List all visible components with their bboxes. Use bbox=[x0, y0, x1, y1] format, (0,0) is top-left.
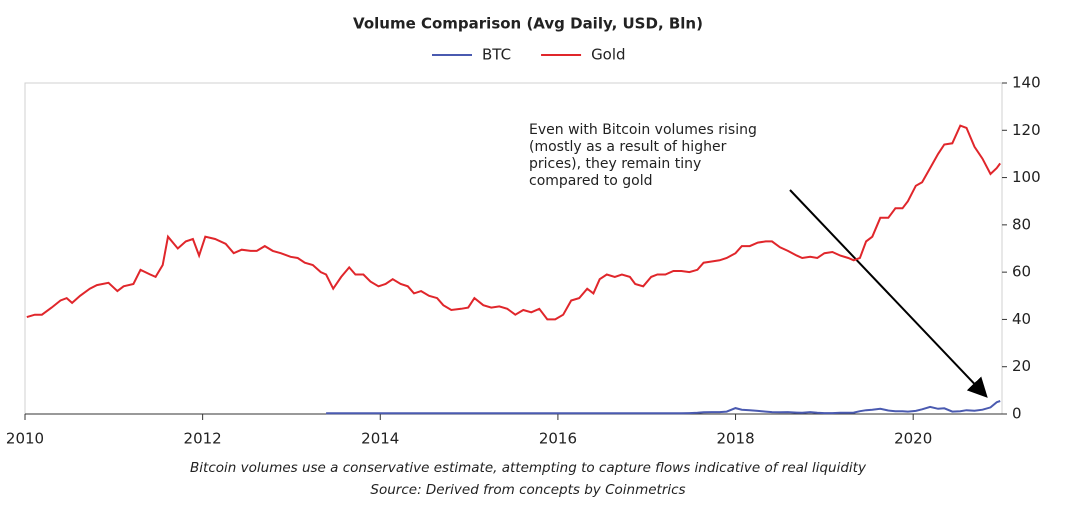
footnote: Bitcoin volumes use a conservative estim… bbox=[190, 460, 867, 476]
series-line bbox=[326, 400, 1001, 415]
x-tick-label: 2020 bbox=[894, 430, 932, 448]
annotation: compared to gold bbox=[529, 173, 653, 189]
plot-frame bbox=[24, 82, 1003, 415]
y-tick-label: 140 bbox=[1012, 74, 1041, 92]
x-tick-label: 2016 bbox=[539, 430, 577, 448]
x-tick-label: 2012 bbox=[184, 430, 222, 448]
y-tick-label: 80 bbox=[1012, 215, 1031, 233]
annotation: (mostly as a result of higher bbox=[529, 139, 727, 155]
annotation: Even with Bitcoin volumes rising bbox=[529, 122, 757, 138]
y-tick-label: 120 bbox=[1012, 121, 1041, 139]
y-tick-label: 40 bbox=[1012, 310, 1031, 328]
series-line bbox=[26, 124, 1002, 321]
y-tick-label: 100 bbox=[1012, 168, 1041, 186]
y-tick-label: 60 bbox=[1012, 263, 1031, 281]
x-tick-label: 2010 bbox=[6, 430, 44, 448]
annotation: prices), they remain tiny bbox=[529, 156, 701, 172]
chart-title: Volume Comparison (Avg Daily, USD, Bln) bbox=[353, 15, 703, 33]
annotation-arrow bbox=[789, 189, 988, 398]
y-tick-label: 0 bbox=[1012, 405, 1022, 423]
x-tick-label: 2014 bbox=[361, 430, 399, 448]
legend-label: Gold bbox=[591, 46, 626, 64]
y-tick-label: 20 bbox=[1012, 357, 1031, 375]
x-tick-label: 2018 bbox=[716, 430, 754, 448]
source: Source: Derived from concepts by Coinmet… bbox=[370, 482, 685, 498]
legend-label: BTC bbox=[482, 46, 511, 64]
